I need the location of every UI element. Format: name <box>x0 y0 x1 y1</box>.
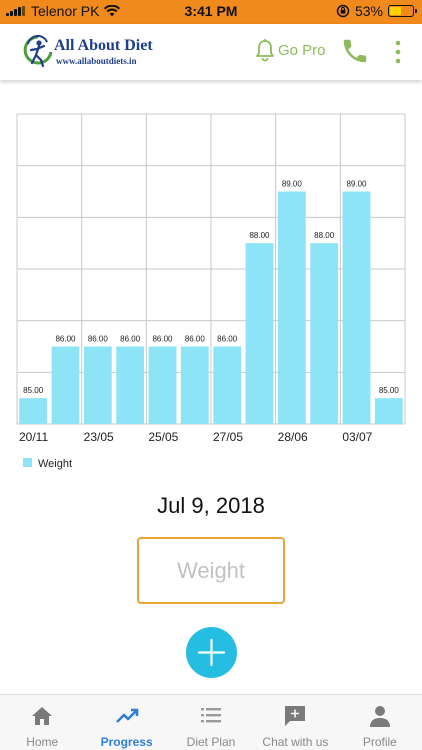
nav-progress[interactable]: Progress <box>84 695 168 750</box>
logo-title: All About Diet <box>54 37 153 54</box>
x-tick-label-8: 28/06 <box>278 430 308 444</box>
bar-3 <box>116 346 145 424</box>
x-tick-label-2: 23/05 <box>84 430 114 444</box>
carrier-name: Telenor PK <box>31 3 100 19</box>
weight-progress-chart: 85.00 86.00 86.00 86.00 86.00 86.00 86.00 88.00… <box>0 86 422 476</box>
chart-svg: 85.00 86.00 86.00 86.00 86.00 86.00 86.00 88.00… <box>16 113 406 470</box>
data-label-8: 89.00 <box>282 180 303 189</box>
plus-icon <box>197 638 226 667</box>
legend-swatch <box>23 458 32 467</box>
signal-icon <box>6 6 26 16</box>
data-label-1: 86.00 <box>55 335 76 344</box>
bar-1 <box>51 346 80 424</box>
more-options-button[interactable] <box>390 38 406 66</box>
bar-0 <box>19 398 48 424</box>
person-icon <box>369 706 390 727</box>
orientation-lock-icon <box>336 4 350 18</box>
nav-chat[interactable]: Chat with us <box>253 695 337 750</box>
x-tick-label-10: 03/07 <box>342 430 372 444</box>
nav-progress-label: Progress <box>100 735 153 749</box>
nav-home-label: Home <box>26 735 59 749</box>
nav-chat-label: Chat with us <box>262 735 329 749</box>
data-label-7: 88.00 <box>249 231 270 240</box>
add-weight-button[interactable] <box>186 627 237 678</box>
data-label-4: 86.00 <box>152 335 173 344</box>
x-tick-label-4: 25/05 <box>148 430 178 444</box>
battery-percent: 53% <box>354 3 383 19</box>
battery-icon <box>388 5 417 17</box>
clock: 3:41 PM <box>184 3 238 19</box>
bar-9 <box>310 243 339 424</box>
wifi-icon <box>104 5 121 17</box>
phone-icon <box>343 39 367 63</box>
call-button[interactable] <box>340 36 370 66</box>
bar-2 <box>83 346 112 424</box>
data-label-2: 86.00 <box>88 335 109 344</box>
nav-diet-plan[interactable]: Diet Plan <box>169 695 253 750</box>
go-pro-label: Go Pro <box>278 41 326 59</box>
data-label-11: 85.00 <box>379 386 400 395</box>
bottom-navigation: Home Progress Diet Plan Chat with us Pro… <box>0 694 422 750</box>
logo-url: www.allaboutdiets.in <box>56 56 137 66</box>
bar-8 <box>277 191 306 424</box>
status-left: Telenor PK <box>6 3 121 19</box>
data-label-3: 86.00 <box>120 335 141 344</box>
app-logo[interactable]: All About Diet www.allaboutdiets.in <box>22 32 157 72</box>
bar-11 <box>374 398 403 424</box>
selected-date[interactable]: Jul 9, 2018 <box>157 493 265 518</box>
x-tick-label-0: 20/11 <box>19 430 48 444</box>
go-pro-button[interactable]: Go Pro <box>254 38 326 62</box>
status-bar: Telenor PK 3:41 PM 53% <box>0 0 422 24</box>
data-label-6: 86.00 <box>217 335 238 344</box>
bar-5 <box>180 346 209 424</box>
nav-profile[interactable]: Profile <box>338 695 422 750</box>
x-tick-label-6: 27/05 <box>213 430 243 444</box>
data-label-10: 89.00 <box>346 180 367 189</box>
legend-label: Weight <box>38 458 72 470</box>
home-icon <box>32 707 53 725</box>
trending-up-icon <box>115 708 138 723</box>
nav-profile-label: Profile <box>362 735 397 749</box>
logo-figure-icon <box>23 34 53 68</box>
data-label-5: 86.00 <box>185 335 206 344</box>
status-right: 53% <box>336 3 417 19</box>
bar-6 <box>213 346 242 424</box>
bell-icon <box>256 39 274 62</box>
bar-4 <box>148 346 177 424</box>
data-label-9: 88.00 <box>314 231 335 240</box>
nav-diet-plan-label: Diet Plan <box>186 735 236 749</box>
bar-7 <box>245 243 274 424</box>
bar-10 <box>342 191 371 424</box>
weight-input[interactable] <box>137 537 285 604</box>
nav-home[interactable]: Home <box>0 695 84 750</box>
more-vert-icon <box>395 40 401 64</box>
chat-icon <box>285 706 306 726</box>
data-label-0: 85.00 <box>23 386 44 395</box>
app-header: All About Diet www.allaboutdiets.in Go P… <box>0 24 422 80</box>
list-icon <box>201 708 222 723</box>
